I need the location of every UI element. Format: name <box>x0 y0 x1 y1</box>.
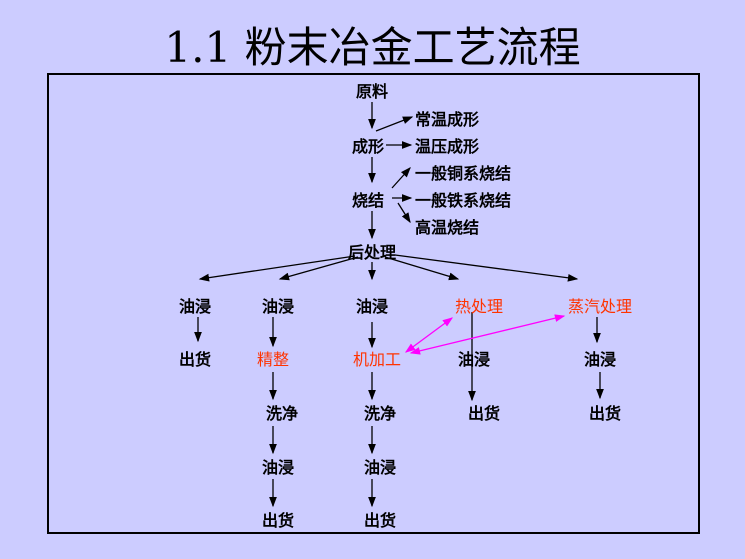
slide-title: 1.1 粉末冶金工艺流程 <box>164 23 581 72</box>
node-warm-forming: 温压成形 <box>415 137 480 156</box>
c5-steam-treatment: 蒸汽处理 <box>567 297 633 316</box>
node-cu-sintering: 一般铜系烧结 <box>415 164 512 183</box>
node-fe-sintering: 一般铁系烧结 <box>415 191 512 210</box>
node-sintering: 烧结 <box>351 191 385 210</box>
c4-ship: 出货 <box>467 404 501 423</box>
c3-ship: 出货 <box>363 511 397 530</box>
c2-sizing: 精整 <box>256 350 290 369</box>
link-arrows <box>404 314 566 355</box>
node-ht-sintering: 高温烧结 <box>415 218 480 237</box>
c4-heat-treatment: 热处理 <box>454 297 504 316</box>
diagram-frame <box>47 73 700 534</box>
c5-ship: 出货 <box>588 404 622 423</box>
node-forming: 成形 <box>351 137 385 156</box>
c1-oil: 油浸 <box>178 297 212 316</box>
c3-oil-2: 油浸 <box>363 458 397 477</box>
c1-ship: 出货 <box>178 350 212 369</box>
c5-oil: 油浸 <box>583 350 617 369</box>
c2-oil-2: 油浸 <box>261 458 295 477</box>
c3-oil: 油浸 <box>355 297 389 316</box>
node-cold-forming: 常温成形 <box>415 110 480 129</box>
node-post-treatment: 后处理 <box>347 243 397 262</box>
flow-arrows <box>194 102 604 508</box>
c3-machining: 机加工 <box>352 350 402 369</box>
c4-oil: 油浸 <box>457 350 491 369</box>
c2-ship: 出货 <box>261 511 295 530</box>
c2-wash: 洗净 <box>265 404 299 423</box>
node-raw-material: 原料 <box>355 82 389 101</box>
c3-wash: 洗净 <box>363 404 397 423</box>
c2-oil: 油浸 <box>261 297 295 316</box>
